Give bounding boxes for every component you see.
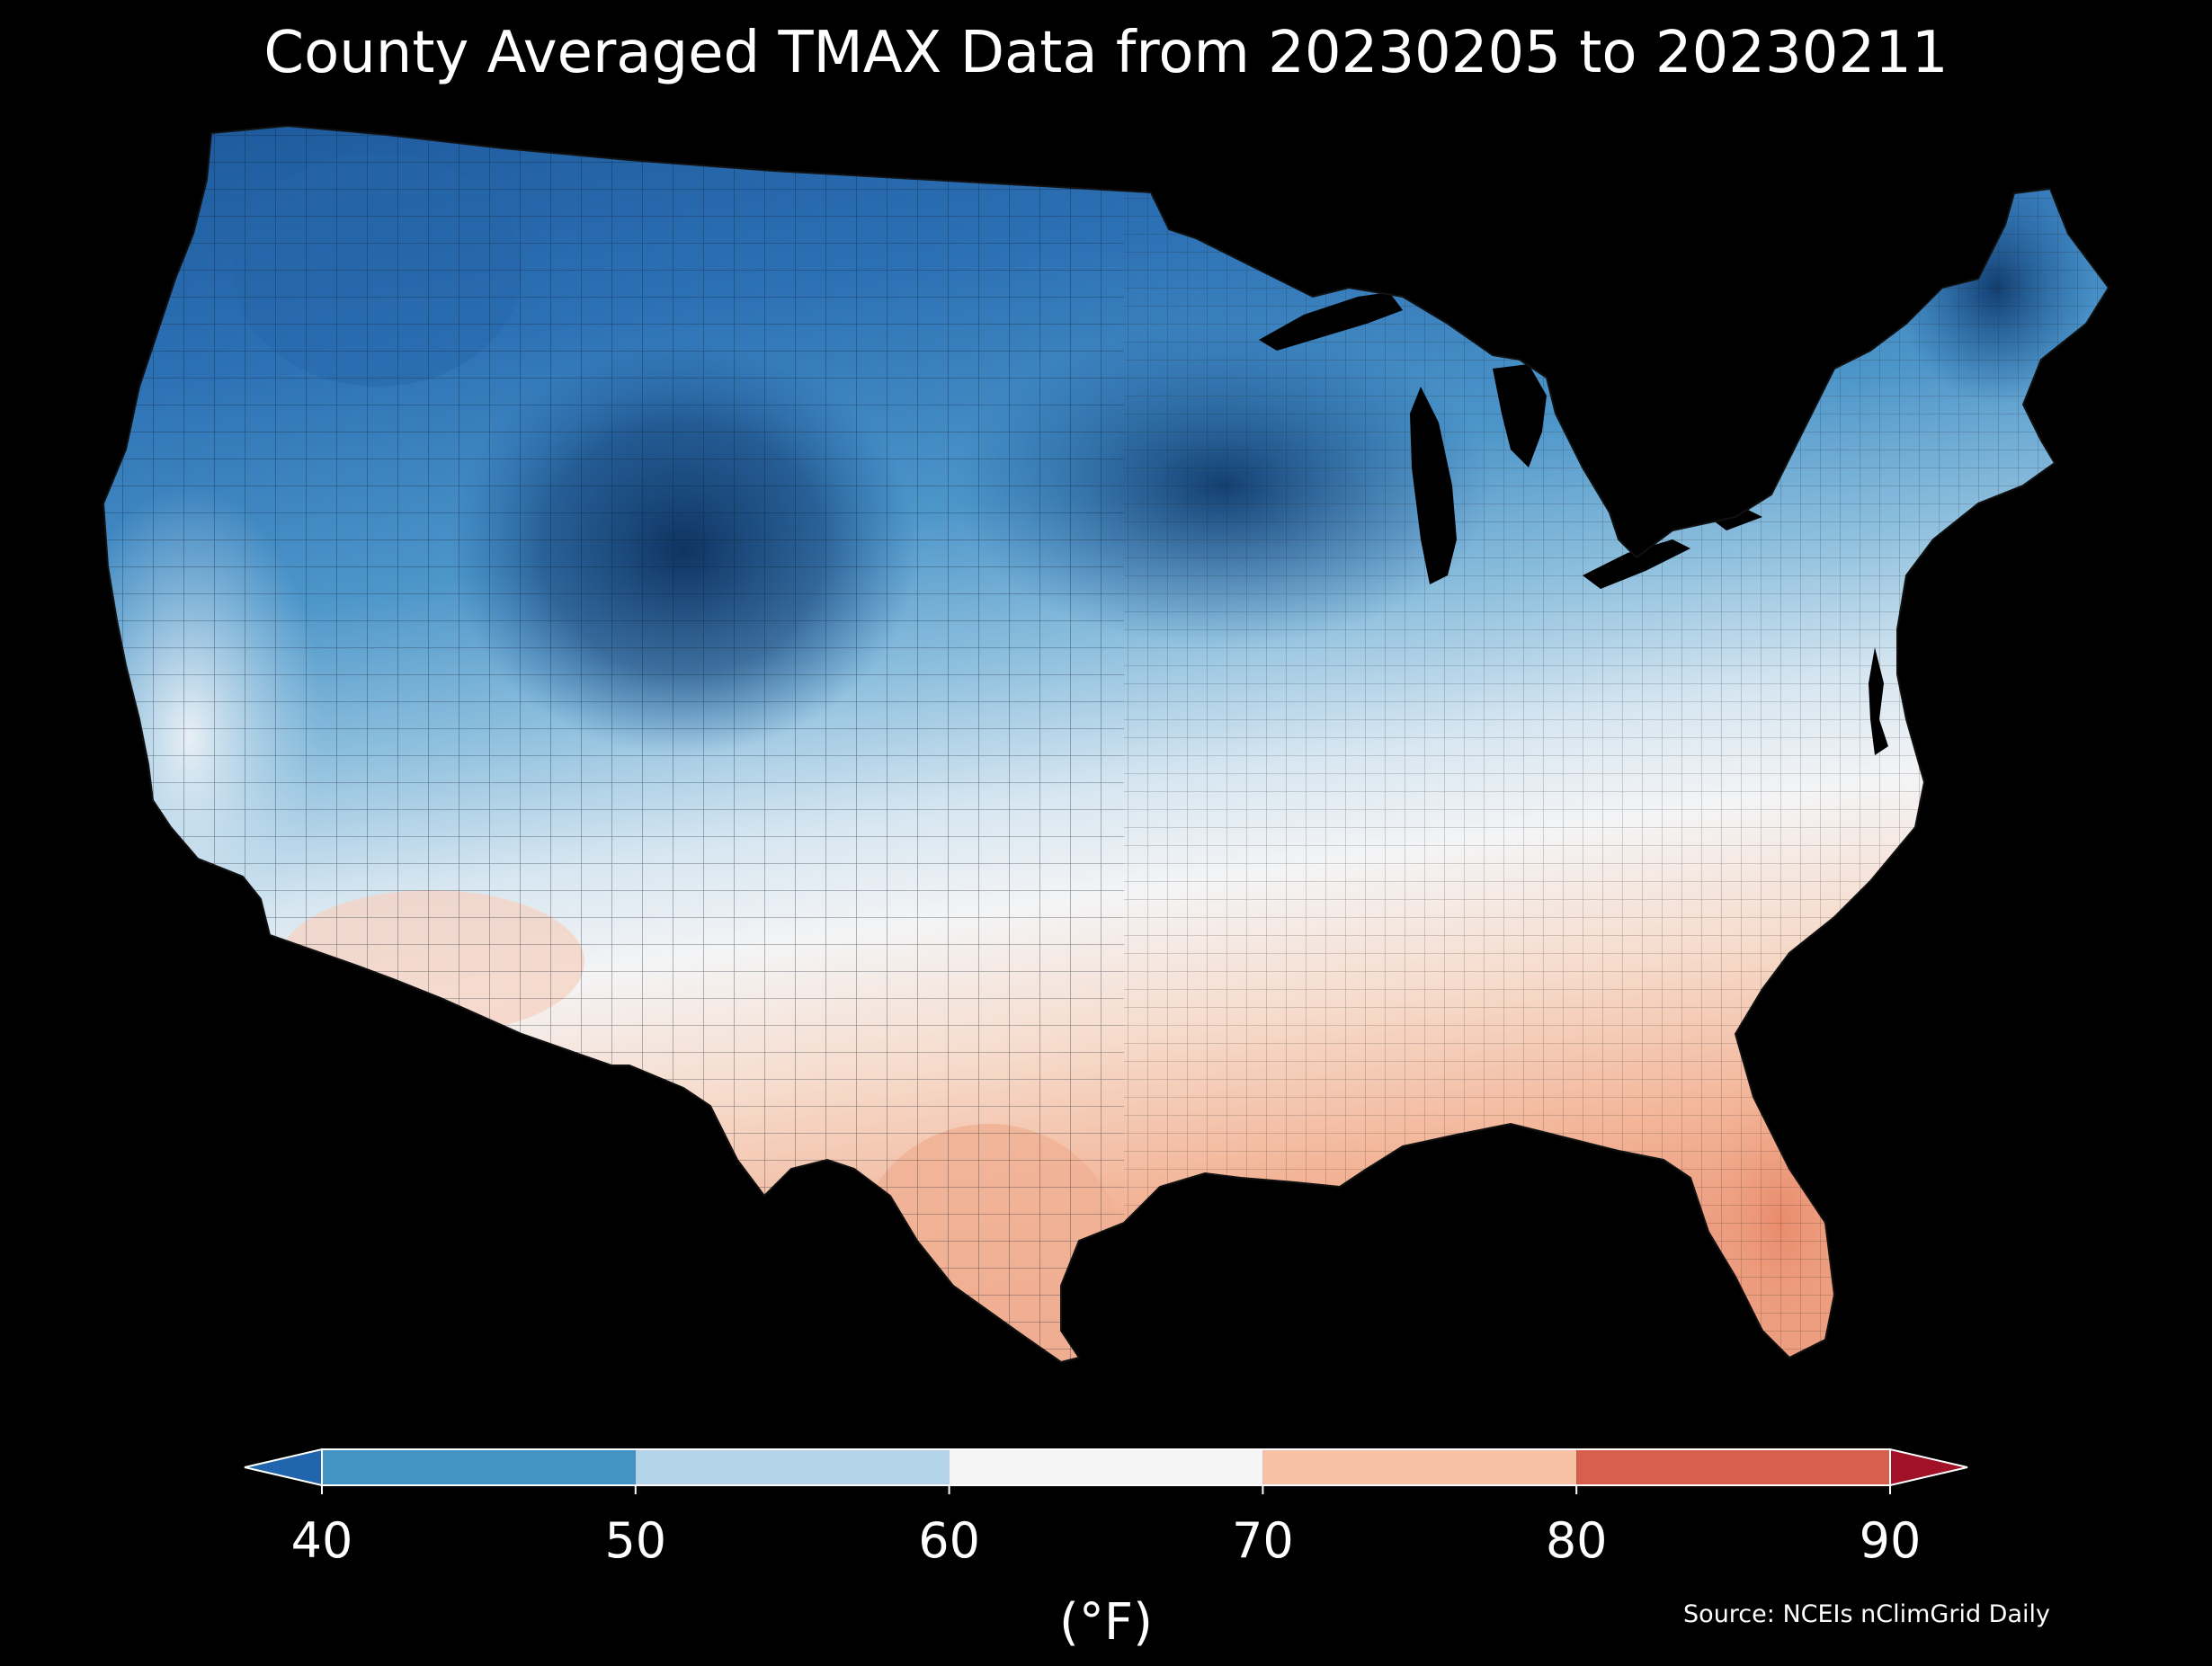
colorbar-bin-70-80: [1262, 1449, 1577, 1485]
colorbar-bin-80-90: [1576, 1449, 1890, 1485]
colorbar-bin-50-60: [635, 1449, 950, 1485]
colorbar-bin-60-70: [949, 1449, 1263, 1485]
great-lakes: [1259, 292, 1762, 589]
colorbar-extend-high: [1889, 1448, 1968, 1487]
colorbar-tick-70: 70: [1232, 1512, 1294, 1569]
colorbar-tick-60: 60: [918, 1512, 980, 1569]
map-title: County Averaged TMAX Data from 20230205 …: [263, 20, 1949, 86]
colorbar-tick-40: 40: [290, 1512, 353, 1569]
colorbar-extend-low: [244, 1448, 323, 1487]
colorbar-bin-40-50: [322, 1449, 636, 1485]
colorbar-tick-90: 90: [1859, 1512, 1922, 1569]
colorbar-tick-50: 50: [604, 1512, 667, 1569]
colorbar-tick-80: 80: [1545, 1512, 1608, 1569]
source-credit: Source: NCEIs nClimGrid Daily: [1683, 1600, 2050, 1628]
colorbar-outline: [321, 1448, 1891, 1486]
chesapeake-bay: [1869, 647, 1888, 755]
colorbar-unit-label: (°F): [1059, 1593, 1153, 1652]
